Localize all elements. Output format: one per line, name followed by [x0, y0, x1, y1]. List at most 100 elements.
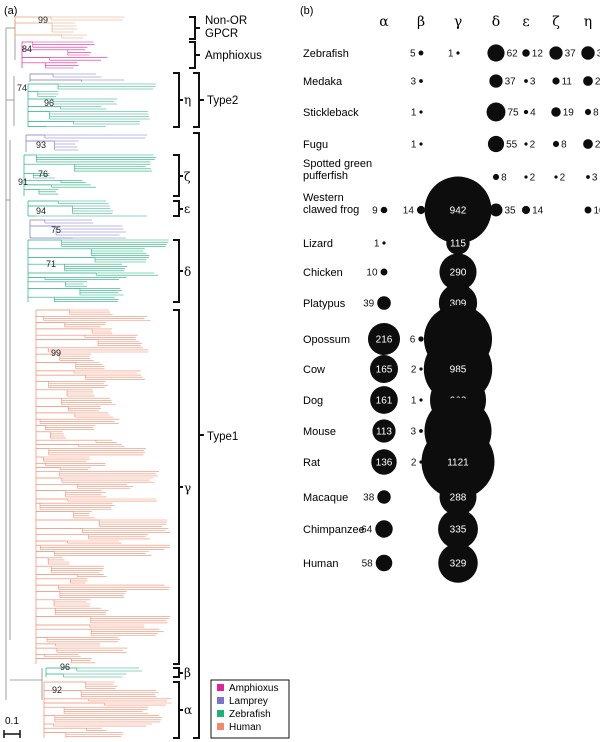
bubble-count-label: 3: [411, 427, 417, 438]
bubble-count-label: 290: [450, 268, 467, 279]
bubble-count-label: 1: [411, 108, 417, 119]
species-label: Human: [303, 558, 338, 570]
legend-label-human: Human: [229, 722, 261, 733]
bubble-count-label: 8: [501, 173, 507, 184]
bubble-count-label: 20: [595, 77, 600, 88]
bubble-count-label: 12: [532, 49, 544, 60]
bubble-count-label: 1: [448, 49, 454, 60]
bubble: [486, 102, 506, 122]
group-label-amphioxus: Amphioxus: [205, 50, 262, 62]
bubble-count-label: 165: [376, 365, 393, 376]
bubble: [583, 76, 593, 86]
bubble-count-label: 2: [411, 365, 417, 376]
bracket-amphioxus: [189, 41, 200, 69]
legend-label-amphioxus: Amphioxus: [229, 683, 278, 694]
bracket-epsilon: [173, 200, 183, 217]
phylogenetic-tree: [5, 16, 172, 738]
bubble: [377, 296, 391, 310]
bubble-count-label: 11: [562, 77, 573, 88]
bubble: [372, 419, 396, 443]
bubble-count-label: 62: [507, 49, 519, 60]
legend-items: Amphioxus Lamprey Zebrafish Human: [217, 683, 278, 733]
bootstrap-value: 96: [44, 98, 54, 108]
bubble-count-label: 37: [505, 77, 517, 88]
clade-label-gamma: γ: [184, 481, 191, 495]
bracket-type1: [193, 132, 204, 739]
bubble: [416, 205, 426, 215]
bubble: [439, 478, 477, 516]
bubble-count-label: 2: [411, 458, 417, 469]
bubble: [375, 520, 393, 538]
panel-label-a: (a): [4, 5, 17, 17]
bootstrap-value: 96: [60, 662, 70, 672]
species-label: Lizard: [303, 238, 333, 250]
bubble: [419, 110, 423, 114]
species-label: Zebrafish: [303, 48, 349, 60]
bubble: [377, 490, 391, 504]
bubble: [439, 253, 477, 291]
clade-label-epsilon: ε: [184, 202, 190, 216]
bubble: [370, 355, 398, 383]
group-label-type2: Type2: [207, 95, 238, 107]
bubble: [521, 205, 531, 215]
legend: Amphioxus Lamprey Zebrafish Human: [210, 679, 290, 739]
clade-label-delta: δ: [184, 265, 191, 279]
bubble: [522, 49, 530, 57]
bubble-count-label: 14: [532, 206, 544, 217]
bubble: [418, 50, 424, 56]
bubble: [524, 175, 528, 179]
bubble: [418, 336, 424, 342]
bubble-count-label: 3: [411, 77, 417, 88]
bootstrap-value: 84: [22, 44, 32, 54]
group-brackets: [173, 16, 204, 739]
species-label: Western clawed frog: [303, 192, 359, 216]
legend-swatch-zebrafish: [217, 710, 224, 717]
bubble: [424, 176, 492, 244]
column-headers: α β γ δ ε ζ η: [379, 14, 592, 30]
bootstrap-values: 99 84 74 96 93 91 76 94 75 71 99 96 92: [17, 15, 70, 695]
bubble-count-label: 309: [450, 299, 467, 310]
group-label-type1: Type1: [207, 431, 238, 443]
bubble: [489, 74, 503, 88]
legend-swatch-amphioxus: [217, 684, 224, 691]
column-header: α: [379, 14, 389, 30]
bubble: [524, 142, 528, 146]
bubble-count-label: 216: [376, 335, 393, 346]
group-label-non-or: Non-OR: [205, 15, 247, 27]
bracket-eta: [173, 72, 183, 128]
bubble-count-label: 38: [597, 49, 600, 60]
bubble-count-label: 8: [593, 108, 599, 119]
species-label: Fugu: [303, 139, 328, 151]
species-label: Chicken: [303, 267, 343, 279]
clade-label-alpha: α: [184, 703, 192, 717]
scale-bar-line: [3, 730, 21, 738]
bootstrap-value: 94: [36, 206, 46, 216]
bubble-count-label: 5: [410, 49, 416, 60]
bubble: [421, 425, 495, 499]
bubble-count-label: 10: [593, 206, 600, 217]
bubble-count-label: 58: [362, 559, 374, 570]
bracket-gamma: [173, 309, 183, 665]
bubble-count-label: 2: [530, 173, 536, 184]
bubble: [419, 367, 423, 371]
bubble-count-label: 115: [450, 239, 466, 250]
scale-bar: 0.1: [3, 716, 21, 738]
species-label: Spotted green pufferfish: [303, 158, 372, 182]
legend-label-lamprey: Lamprey: [229, 696, 268, 707]
bubble: [551, 107, 561, 117]
bootstrap-value: 75: [51, 225, 61, 235]
bracket-delta: [173, 239, 183, 303]
bubble-count-label: 3: [530, 77, 536, 88]
species-label: Mouse: [303, 426, 336, 438]
bubble-count-label: 64: [361, 525, 373, 536]
group-label-gpcr: GPCR: [205, 28, 238, 40]
bootstrap-value: 71: [46, 259, 56, 269]
bootstrap-value: 99: [38, 15, 48, 25]
bubble-count-label: 942: [450, 206, 467, 217]
species-label: Dog: [303, 395, 323, 407]
bubble-count-label: 37: [565, 49, 577, 60]
species-label: Stickleback: [303, 107, 359, 119]
bubble-count-label: 288: [450, 493, 467, 504]
bubbles: 5162123738337311201754198155282082239149…: [361, 44, 600, 583]
bubble-count-label: 2: [560, 173, 566, 184]
